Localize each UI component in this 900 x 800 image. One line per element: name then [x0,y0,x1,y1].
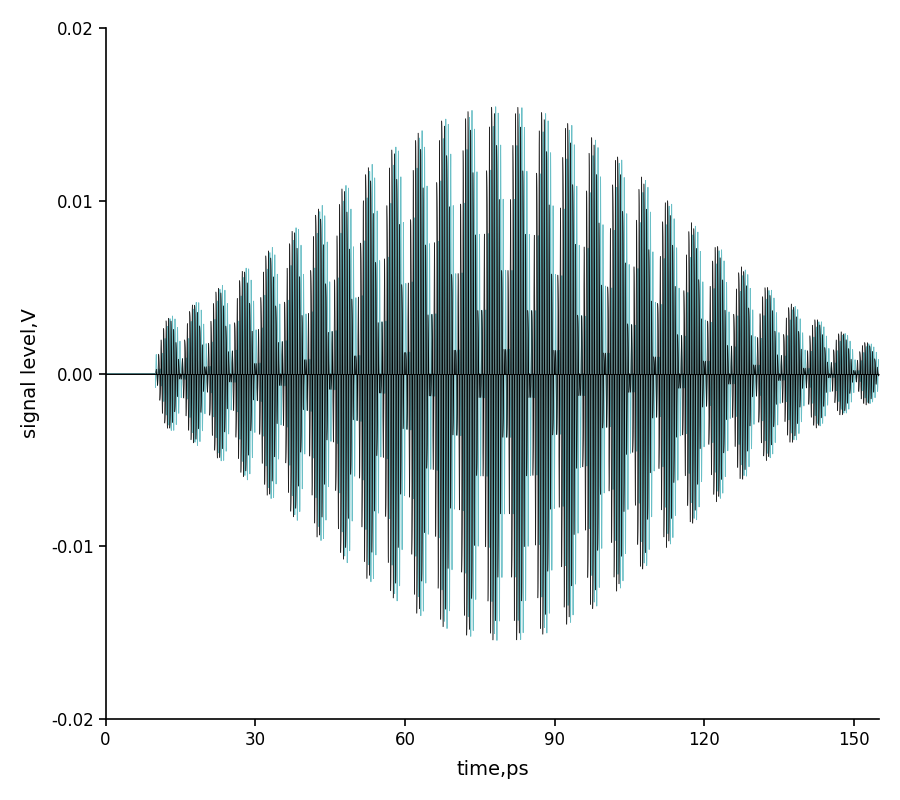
Y-axis label: signal level,V: signal level,V [21,309,40,438]
X-axis label: time,ps: time,ps [456,760,528,779]
